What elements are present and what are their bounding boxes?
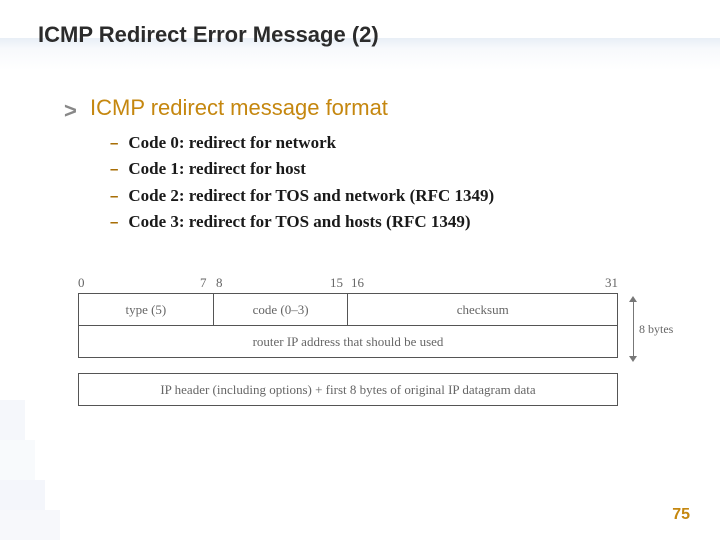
dash-icon: – xyxy=(110,158,118,181)
field-type: type (5) xyxy=(79,294,214,326)
bit-label: 7 xyxy=(200,275,207,291)
size-bracket: 8 bytes xyxy=(625,296,665,362)
bit-scale: 0 7 8 15 16 31 xyxy=(78,275,653,293)
page-number: 75 xyxy=(672,506,690,524)
bit-label: 16 xyxy=(351,275,364,291)
bullet-list: –Code 0: redirect for network –Code 1: r… xyxy=(110,130,494,235)
list-item: –Code 3: redirect for TOS and hosts (RFC… xyxy=(110,209,494,235)
table-row: IP header (including options) + first 8 … xyxy=(79,374,618,406)
list-item: –Code 0: redirect for network xyxy=(110,130,494,156)
dash-icon: – xyxy=(110,211,118,234)
bullet-text: Code 3: redirect for TOS and hosts (RFC … xyxy=(128,209,470,235)
bit-label: 8 xyxy=(216,275,223,291)
field-code: code (0–3) xyxy=(213,294,348,326)
table-gap xyxy=(79,358,618,374)
bit-label: 15 xyxy=(330,275,343,291)
dash-icon: – xyxy=(110,185,118,208)
field-checksum: checksum xyxy=(348,294,618,326)
bullet-text: Code 2: redirect for TOS and network (RF… xyxy=(128,183,494,209)
bullet-text: Code 0: redirect for network xyxy=(128,130,336,156)
field-ip-header: IP header (including options) + first 8 … xyxy=(79,374,618,406)
list-item: –Code 2: redirect for TOS and network (R… xyxy=(110,183,494,209)
bullet-text: Code 1: redirect for host xyxy=(128,156,306,182)
table-row: type (5) code (0–3) checksum xyxy=(79,294,618,326)
list-item: –Code 1: redirect for host xyxy=(110,156,494,182)
subheading: ICMP redirect message format xyxy=(90,95,388,121)
dash-icon: – xyxy=(110,132,118,155)
table-row: router IP address that should be used xyxy=(79,326,618,358)
bit-label: 0 xyxy=(78,275,85,291)
bracket-label: 8 bytes xyxy=(639,322,673,337)
bit-label: 31 xyxy=(605,275,618,291)
chevron-right-icon: > xyxy=(64,98,77,124)
field-router-ip: router IP address that should be used xyxy=(79,326,618,358)
double-arrow-icon xyxy=(629,296,639,362)
packet-format-diagram: 0 7 8 15 16 31 type (5) code (0–3) check… xyxy=(78,275,653,406)
slide-title: ICMP Redirect Error Message (2) xyxy=(38,22,379,48)
packet-table: type (5) code (0–3) checksum router IP a… xyxy=(78,293,618,406)
